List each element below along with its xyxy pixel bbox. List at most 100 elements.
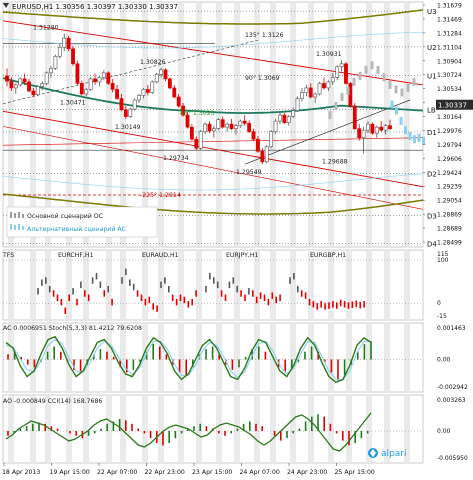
candle-body: [66, 37, 71, 50]
level-label-LB: LB: [427, 106, 436, 114]
candle-body: [9, 80, 14, 89]
session-stripe: [254, 324, 260, 391]
ac-tick-label: -0.002942: [437, 384, 468, 391]
session-stripe: [328, 3, 334, 246]
session-stripe: [158, 396, 164, 462]
channel-horizontal-line: [2, 137, 424, 146]
candle-body: [75, 63, 80, 84]
session-stripe: [290, 396, 296, 462]
scenario-oc-bar: [376, 65, 380, 74]
candle-body: [361, 129, 366, 138]
session-stripe: [8, 324, 14, 391]
candle-body: [163, 69, 168, 80]
level-label-D2: D2: [427, 171, 437, 179]
candle-body: [159, 69, 163, 75]
candle-body: [88, 78, 93, 90]
channel-upper-line: [2, 20, 424, 86]
session-stripe: [384, 3, 390, 246]
upper-bollinger-line: [2, 31, 424, 49]
session-stripe: [404, 3, 410, 246]
session-stripe: [178, 251, 184, 319]
scenario-oc-bar: [406, 83, 410, 92]
channel-lower-line: [2, 110, 424, 188]
session-stripe: [45, 396, 51, 462]
price-tick-label: 1.29239: [437, 184, 462, 191]
session-stripe: [66, 396, 72, 462]
time-tick-label: 18 Apr 2013: [2, 469, 40, 476]
scenario-oc-bar: [412, 77, 416, 86]
price-annotation: 1.30149: [115, 124, 141, 131]
candle-body: [150, 81, 155, 93]
session-stripe: [384, 324, 390, 391]
candle-body: [225, 123, 230, 128]
candle-body: [370, 123, 375, 134]
session-stripe: [66, 251, 72, 319]
session-stripe: [178, 3, 184, 246]
scenario-ac-bar: [408, 132, 412, 141]
session-stripe: [290, 324, 296, 391]
price-tick-label: 1.29606: [437, 156, 462, 163]
scenario-oc-bar: [382, 73, 386, 82]
chart-menu-icon[interactable]: [3, 3, 9, 8]
price-tick-label: 1.29976: [437, 128, 462, 135]
time-axis: 18 Apr 2013 19 Apr 15:00 22 Apr 07:00 22 Ap…: [2, 463, 375, 476]
price-tick-label: 1.30904: [437, 58, 462, 65]
price-tick-label: 1.29424: [437, 170, 462, 177]
session-stripe: [196, 251, 202, 319]
session-stripe: [254, 396, 260, 462]
session-stripe: [120, 324, 126, 391]
session-stripe: [8, 3, 14, 246]
support-trend-line: [244, 99, 411, 165]
candle-body: [291, 110, 296, 117]
price-annotation: 1.29688: [322, 159, 348, 166]
price-tick-label: 1.29054: [437, 198, 462, 205]
logo-text: alpari: [381, 449, 406, 459]
candle-body: [212, 128, 216, 132]
candle-body: [5, 75, 9, 82]
fib-label: 135° 1.3126: [245, 31, 284, 39]
candle-body: [101, 72, 106, 78]
alpari-logo: alpari: [368, 448, 406, 459]
candle-body: [53, 55, 58, 69]
candle-body: [115, 89, 119, 99]
candle-body: [269, 131, 274, 148]
session-stripe: [328, 324, 334, 391]
scenario-ac-bar: [422, 136, 425, 145]
lower-bollinger-line: [2, 173, 424, 191]
candle-body: [273, 120, 278, 132]
price-tick-label: 1.30724: [437, 72, 462, 79]
time-tick-label: 22 Apr 07:00: [97, 469, 137, 476]
scenario-oc-bar: [328, 111, 332, 120]
candle-body: [379, 126, 384, 131]
candle-body: [185, 114, 190, 128]
candle-body: [132, 99, 137, 110]
fib-label: 45° 1.3023: [180, 109, 215, 117]
candle-body: [198, 131, 203, 149]
candle-body: [79, 83, 84, 95]
session-stripe: [83, 396, 89, 462]
time-tick-label: 25 Apr 15:00: [335, 469, 375, 476]
scenario-ac-bar: [399, 117, 403, 126]
candle-body: [172, 87, 177, 98]
session-stripe: [216, 251, 222, 319]
candle-body: [71, 48, 75, 65]
candle-body: [278, 114, 282, 122]
candle-body: [300, 92, 304, 99]
candle-body: [110, 83, 115, 90]
candle-body: [229, 123, 234, 129]
session-stripe: [83, 251, 89, 319]
candle-body: [93, 78, 97, 83]
ao-tick-label: 0.003263: [437, 397, 466, 404]
session-stripe: [45, 251, 51, 319]
session-stripe: [120, 3, 126, 246]
session-stripe: [83, 3, 89, 246]
tfs-tick-label: 0: [437, 300, 441, 307]
session-stripe: [384, 396, 390, 462]
session-stripe: [366, 396, 372, 462]
legend-oc-label: Основной сценарий ОС: [27, 212, 103, 220]
candle-body: [352, 105, 357, 129]
level-lines: U3 U2 U1 LB D1 D2 D3 D4: [3, 8, 437, 248]
stoch-main-line: [5, 335, 372, 384]
